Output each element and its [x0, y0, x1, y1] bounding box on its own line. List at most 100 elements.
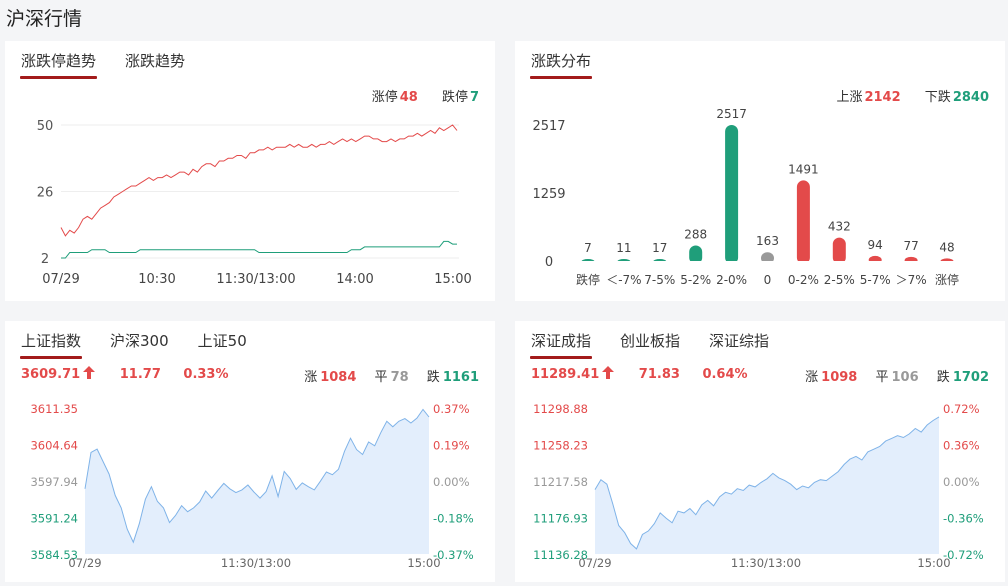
arrow-up-icon [83, 366, 96, 379]
sh-fall-label: 跌 [426, 370, 440, 385]
bar-base-mask [580, 261, 596, 267]
bar-value-label: 17 [652, 241, 667, 255]
sz-index-card: 深证成指 创业板指 深证综指 11289.41 71.83 0.64% 涨 109… [515, 321, 1005, 582]
x-tick-label: 15:00 [434, 272, 471, 287]
limit-down-label: 跌停 [441, 90, 468, 105]
y-tick-label: 3584.53 [30, 548, 78, 562]
y-tick-label: 3591.24 [30, 512, 78, 526]
price-line [84, 408, 430, 544]
y-tick-label-right: 0.00% [433, 475, 470, 489]
series-line [60, 124, 458, 237]
bar-value-label: 77 [903, 239, 918, 253]
y-tick-label-right: 0.36% [943, 439, 980, 453]
x-tick-label: 11:30/13:00 [216, 272, 295, 287]
y-tick-label: 3604.64 [30, 439, 78, 453]
x-tick-label: 跌停 [576, 272, 600, 287]
y-tick-label-right: 0.19% [433, 439, 470, 453]
x-tick-label: 0 [764, 273, 772, 287]
sh-flat-value: 78 [390, 370, 409, 385]
sh-index-tabs: 上证指数 沪深300 上证50 [19, 330, 276, 359]
tab-sse50[interactable]: 上证50 [197, 332, 247, 350]
tab-chinext[interactable]: 创业板指 [620, 332, 681, 350]
bar [796, 180, 810, 264]
y-tick-label-right: -0.72% [943, 548, 984, 562]
bar-base-mask [652, 261, 668, 267]
tab-csi300[interactable]: 沪深300 [110, 332, 169, 350]
tab-sz-composite[interactable]: 深证综指 [709, 332, 770, 350]
bar-base-mask [903, 261, 919, 267]
sh-breadth: 涨 1084 平 78 跌 1161 [304, 366, 479, 385]
bar [689, 245, 703, 264]
x-tick-label: 11:30/13:00 [221, 556, 291, 570]
bar-value-label: 11 [616, 241, 631, 255]
limit-counts: 涨停 48 跌停 7 [372, 86, 479, 105]
sh-index-change-pct: 0.33% [183, 367, 229, 382]
y-tick-label-right: 0.72% [943, 402, 980, 416]
y-tick-label-right: -0.18% [433, 512, 474, 526]
sh-index-change: 11.77 [119, 367, 161, 382]
bar-base-mask [724, 261, 740, 267]
sh-index-price: 3609.71 [21, 367, 81, 382]
down-label: 下跌 [924, 90, 951, 105]
sz-index-change: 71.83 [638, 367, 680, 382]
bar-value-label: 163 [756, 234, 779, 248]
x-tick-label: 涨停 [935, 272, 959, 287]
distribution-tabs: 涨跌分布 [529, 50, 620, 79]
limit-up-label: 涨停 [371, 90, 398, 105]
area-fill [595, 416, 939, 554]
limit-trend-card: 涨跌停趋势 涨跌趋势 涨停 48 跌停 7 50 26 2 07/29 10:30 11:30… [5, 41, 495, 301]
bar-value-label: 288 [684, 227, 707, 241]
bar-value-label: 432 [828, 220, 851, 234]
y-tick-label: 3597.94 [30, 475, 78, 489]
x-tick-label: 15:00 [407, 556, 440, 570]
bar-base-mask [795, 261, 811, 267]
x-tick-label: 10:30 [138, 272, 175, 287]
tab-sh-composite[interactable]: 上证指数 [19, 330, 83, 359]
y-tick-label: 1259 [532, 187, 565, 202]
sh-rise-value: 1084 [320, 370, 357, 385]
tab-distribution[interactable]: 涨跌分布 [529, 50, 593, 79]
y-tick-label: 11176.93 [533, 512, 588, 526]
bar [832, 237, 846, 264]
tab-up-down-trend[interactable]: 涨跌趋势 [125, 52, 186, 70]
up-label: 上涨 [836, 90, 863, 105]
arrow-up-icon [602, 366, 615, 379]
limit-trend-chart: 50 26 2 07/29 10:30 11:30/13:00 14:00 15:00 [37, 119, 472, 287]
x-tick-label: ＞7% [896, 273, 927, 287]
series-line [61, 240, 457, 259]
y-tick-label: 26 [37, 186, 54, 201]
x-tick-label: ＜-7% [606, 273, 641, 287]
limit-down-value: 7 [469, 90, 479, 105]
tab-sz-component[interactable]: 深证成指 [529, 330, 593, 359]
y-tick-label: 2517 [532, 119, 565, 134]
distribution-chart: 2517 1259 0 7 跌停 11 ＜-7% 17 7-5% 288 5-2% 2517 2-0% 1… [532, 107, 959, 287]
bar-value-label: 48 [939, 240, 954, 254]
y-tick-label: 2 [41, 252, 49, 267]
page-title: 沪深行情 [6, 8, 83, 30]
y-tick-label: 11136.28 [533, 548, 588, 562]
sz-fall-value: 1702 [952, 370, 989, 385]
bar-base-mask [760, 261, 775, 267]
x-tick-label: 0-2% [788, 273, 819, 287]
sh-index-chart: 3611.35 3604.64 3597.94 3591.24 3584.53 0.37%… [30, 402, 474, 570]
bar [725, 125, 739, 264]
tab-limit-trend[interactable]: 涨跌停趋势 [19, 50, 98, 79]
up-value: 2142 [864, 90, 901, 105]
x-tick-label: 5-2% [680, 273, 711, 287]
x-tick-label: 14:00 [336, 272, 373, 287]
y-tick-label-right: 0.00% [943, 475, 980, 489]
sh-fall-value: 1161 [442, 370, 479, 385]
x-tick-label: 15:00 [917, 556, 950, 570]
bar-base-mask [831, 261, 847, 267]
y-tick-label-right: -0.36% [943, 512, 984, 526]
y-tick-label-right: -0.37% [433, 548, 474, 562]
x-tick-label: 7-5% [644, 273, 675, 287]
y-tick-label: 0 [545, 255, 553, 270]
bar-value-label: 1491 [788, 162, 819, 176]
x-tick-label: 07/29 [68, 556, 101, 570]
sh-flat-label: 平 [374, 370, 388, 385]
bar-base-mask [688, 261, 704, 267]
y-tick-label: 11298.88 [533, 402, 588, 416]
x-tick-label: 2-5% [824, 273, 855, 287]
y-tick-label: 11217.58 [533, 475, 588, 489]
